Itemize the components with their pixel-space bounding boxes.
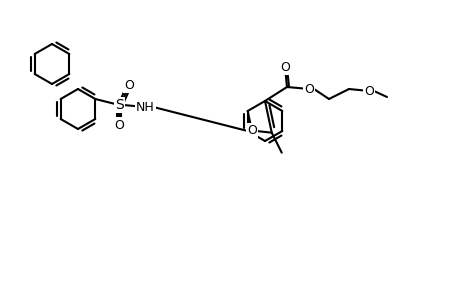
- Text: O: O: [280, 61, 290, 73]
- Text: O: O: [124, 79, 134, 91]
- Text: NH: NH: [136, 100, 155, 114]
- Text: O: O: [304, 83, 314, 95]
- Text: S: S: [115, 98, 124, 112]
- Text: O: O: [247, 124, 257, 137]
- Text: O: O: [114, 118, 124, 132]
- Text: O: O: [364, 84, 374, 98]
